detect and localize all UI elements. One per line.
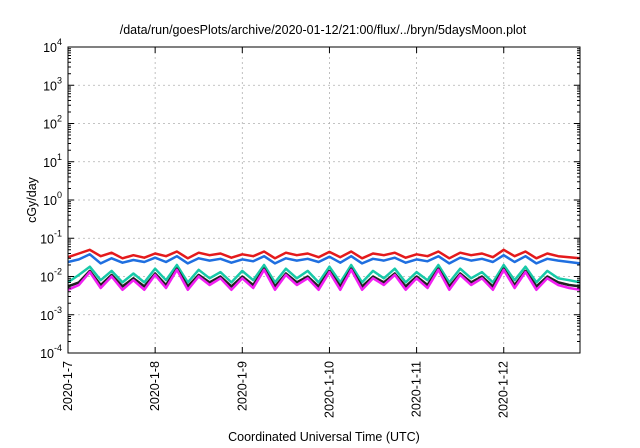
chart-title: /data/run/goesPlots/archive/2020-01-12/2… — [120, 23, 527, 37]
x-tick-label: 2020-1-12 — [497, 361, 511, 418]
y-tick-label: 10-1 — [40, 228, 62, 246]
y-tick-labels: 10-4 10-3 10-2 10-1 100 101 102 103 104 — [40, 37, 62, 361]
x-axis-label: Coordinated Universal Time (UTC) — [228, 430, 420, 444]
series-line-1 — [67, 248, 581, 260]
x-tick-label: 2020-1-10 — [322, 361, 336, 418]
y-tick-label: 103 — [43, 75, 62, 93]
ticks — [67, 46, 580, 354]
grid — [68, 47, 580, 353]
x-tick-labels: 2020-1-7 2020-1-8 2020-1-9 2020-1-10 2020-1-… — [61, 361, 511, 418]
x-tick-label: 2020-1-11 — [410, 361, 424, 417]
y-tick-label: 101 — [43, 152, 62, 170]
y-tick-label: 10-4 — [40, 343, 62, 361]
y-tick-label: 10-3 — [40, 305, 62, 323]
series-line-3 — [67, 263, 581, 284]
series-line-2 — [67, 253, 581, 265]
x-tick-label: 2020-1-8 — [148, 361, 162, 411]
x-tick-label: 2020-1-7 — [61, 361, 75, 411]
x-tick-label: 2020-1-9 — [235, 361, 249, 411]
y-tick-label: 10-2 — [40, 267, 62, 285]
y-axis-label: cGy/day — [25, 176, 39, 223]
y-tick-label: 100 — [43, 190, 62, 208]
y-tick-label: 104 — [43, 37, 62, 55]
series-layer — [67, 248, 581, 292]
series-line-5 — [67, 268, 581, 292]
y-tick-label: 102 — [43, 114, 62, 132]
